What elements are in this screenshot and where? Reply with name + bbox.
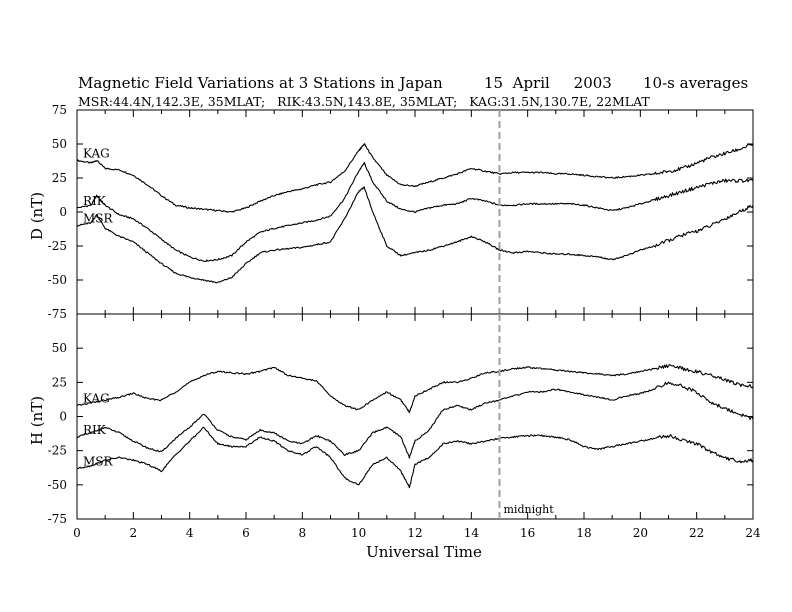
series-line-rik (76, 381, 754, 459)
y-tick-label: -50 (48, 273, 67, 287)
station-coordinates-subtitle: MSR:44.4N,142.3E, 35MLAT; RIK:43.5N,143.… (78, 94, 650, 109)
midnight-label: midnight (504, 503, 555, 516)
x-tick-label: 16 (520, 526, 535, 540)
x-tick-label: 12 (407, 526, 422, 540)
x-tick-label: 20 (633, 526, 648, 540)
x-tick-label: 18 (576, 526, 591, 540)
panel-frame (76, 313, 754, 520)
chart-title: Magnetic Field Variations at 3 Stations … (78, 74, 443, 92)
panels-group: 75 50 25 0 -25 -50 -75 D (nT) KAG RIK MSR 50 25 0 -25 -… (28, 103, 761, 540)
x-axis-label: Universal Time (366, 543, 482, 561)
series-label-kag: KAG (83, 392, 110, 406)
series-label-msr: MSR (83, 212, 114, 226)
series-label-rik: RIK (83, 423, 107, 437)
series-line-msr (76, 186, 754, 284)
y-tick-label: 25 (52, 375, 67, 389)
x-tick-label: 14 (464, 526, 480, 540)
y-tick-label: -50 (48, 478, 67, 492)
x-tick-label: 22 (689, 526, 704, 540)
series-line-kag (76, 143, 754, 213)
x-tick-label: 4 (186, 526, 194, 540)
y-tick-label: 50 (52, 341, 67, 355)
series-line-msr (76, 426, 754, 489)
series-label-msr: MSR (83, 454, 114, 468)
y-tick-label: -25 (48, 444, 67, 458)
series-label-kag: KAG (83, 146, 110, 160)
series-label-rik: RIK (83, 194, 107, 208)
y-axis-label: H (nT) (28, 396, 46, 445)
y-tick-label: 75 (52, 103, 67, 117)
x-tick-label: 2 (130, 526, 138, 540)
y-axis-label: D (nT) (28, 192, 46, 240)
y-tick-label: -75 (48, 512, 67, 526)
x-tick-label: 0 (73, 526, 81, 540)
y-tick-label: 0 (59, 205, 67, 219)
x-tick-label: 6 (242, 526, 250, 540)
y-tick-label: 25 (52, 171, 67, 185)
x-tick-label: 24 (745, 526, 761, 540)
y-tick-label: 50 (52, 137, 67, 151)
y-tick-label: -75 (48, 307, 67, 321)
series-line-kag (76, 364, 754, 414)
y-tick-label: -25 (48, 239, 67, 253)
chart-averaging: 10-s averages (643, 74, 748, 92)
x-tick-label: 8 (299, 526, 307, 540)
x-tick-label: 10 (351, 526, 366, 540)
series-line-rik (76, 161, 754, 263)
chart-date: 15 April 2003 (484, 74, 612, 92)
y-tick-label: 0 (59, 410, 67, 424)
